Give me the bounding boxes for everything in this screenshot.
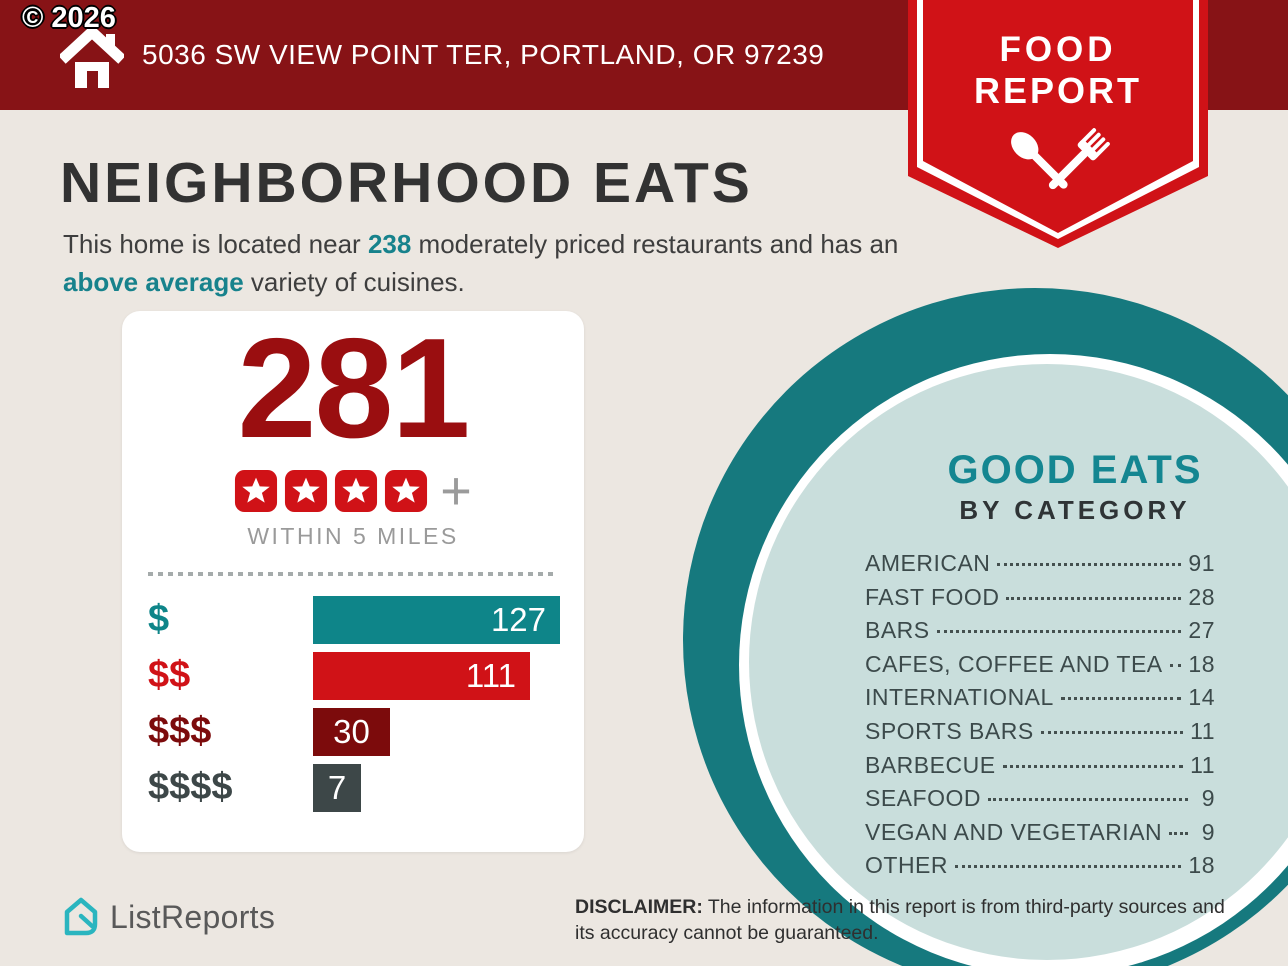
category-label: BARS bbox=[865, 617, 930, 644]
listreports-logo: ListReports bbox=[62, 896, 275, 938]
price-bar-row: $$$ 30 bbox=[148, 707, 584, 756]
category-label: SEAFOOD bbox=[865, 785, 981, 812]
good-eats-panel: GOOD EATS BY CATEGORY AMERICAN 91 FAST FO… bbox=[860, 448, 1288, 886]
bar-value: 30 bbox=[333, 712, 370, 750]
badge-title-line1: FOOD bbox=[999, 30, 1117, 69]
category-label: VEGAN AND VEGETARIAN bbox=[865, 818, 1163, 845]
property-address: 5036 SW VIEW POINT TER, PORTLAND, OR 972… bbox=[142, 39, 825, 70]
dot-leader bbox=[1006, 596, 1182, 600]
star-icon bbox=[235, 469, 278, 512]
restaurant-count: 281 bbox=[237, 309, 471, 468]
brand-name: ListReports bbox=[110, 898, 276, 935]
good-eats-circle-fill bbox=[749, 364, 1288, 960]
category-list: AMERICAN 91 FAST FOOD 28 BARS 27 CAFES, COF… bbox=[865, 550, 1215, 886]
category-value: 18 bbox=[1188, 650, 1215, 677]
bar-value: 127 bbox=[490, 600, 546, 638]
category-value: 14 bbox=[1188, 684, 1215, 711]
price-tier-label: $$$ bbox=[148, 710, 212, 753]
star-icon bbox=[385, 469, 428, 512]
category-value: 27 bbox=[1188, 617, 1215, 644]
bar-value: 111 bbox=[465, 656, 516, 694]
dot-leader bbox=[936, 630, 1182, 634]
category-value: 11 bbox=[1190, 717, 1215, 744]
category-row: BARBECUE 11 bbox=[865, 752, 1215, 786]
category-row: FAST FOOD 28 bbox=[865, 584, 1215, 618]
category-label: CAFES, COFFEE AND TEA bbox=[865, 650, 1163, 677]
price-bar-row: $ 127 bbox=[148, 595, 584, 644]
dot-leader bbox=[1169, 831, 1188, 835]
dot-leader bbox=[1169, 663, 1182, 667]
price-bar: 7 bbox=[313, 763, 361, 812]
category-row: VEGAN AND VEGETARIAN 9 bbox=[865, 819, 1215, 853]
dot-leader bbox=[955, 865, 1182, 869]
page-title: NEIGHBORHOOD EATS bbox=[60, 151, 753, 215]
spoon-and-fork-icon bbox=[1011, 128, 1110, 190]
star-icon bbox=[335, 469, 378, 512]
good-eats-title: GOOD EATS bbox=[947, 448, 1203, 492]
badge-title-line2: REPORT bbox=[973, 70, 1142, 111]
category-value: 11 bbox=[1190, 751, 1215, 778]
house-pin-icon bbox=[64, 897, 98, 936]
price-bar-row: $$$$ 7 bbox=[148, 763, 584, 812]
category-value: 9 bbox=[1201, 818, 1215, 845]
food-report-badge: FOOD REPORT bbox=[908, 0, 1208, 248]
copyright-text: © 2026 bbox=[22, 2, 116, 34]
price-bar: 111 bbox=[313, 651, 530, 700]
category-value: 28 bbox=[1188, 583, 1215, 610]
restaurant-stats-card: 281 + WITHIN 5 MILES $ 127 $$ 111 $$$ 30 bbox=[122, 311, 584, 852]
disclaimer-text: DISCLAIMER: The information in this repo… bbox=[575, 896, 1225, 944]
category-row: INTERNATIONAL 14 bbox=[865, 684, 1215, 718]
disclaimer-label: DISCLAIMER: bbox=[575, 896, 703, 918]
dot-leader bbox=[1060, 697, 1182, 701]
dot-leader bbox=[987, 798, 1188, 802]
category-row: BARS 27 bbox=[865, 617, 1215, 651]
radius-caption: WITHIN 5 MILES bbox=[247, 522, 459, 549]
home-icon bbox=[60, 24, 124, 88]
price-bar: 30 bbox=[313, 707, 390, 756]
price-tier-label: $$$$ bbox=[148, 766, 233, 809]
plus-sign: + bbox=[440, 460, 472, 521]
dot-leader bbox=[1002, 764, 1184, 768]
variety-highlight: above average bbox=[63, 266, 244, 297]
category-row: OTHER 18 bbox=[865, 852, 1215, 886]
dot-leader bbox=[1040, 730, 1184, 734]
dot-leader bbox=[997, 563, 1182, 566]
rating-stars: + bbox=[122, 460, 584, 521]
category-label: BARBECUE bbox=[865, 751, 996, 778]
category-label: OTHER bbox=[865, 852, 948, 879]
category-label: INTERNATIONAL bbox=[865, 684, 1054, 711]
intro-text: This home is located near 238 moderately… bbox=[63, 229, 899, 297]
restaurant-count-highlight: 238 bbox=[367, 229, 412, 259]
category-value: 91 bbox=[1188, 550, 1215, 576]
category-row: SEAFOOD 9 bbox=[865, 785, 1215, 819]
star-icon bbox=[285, 469, 328, 512]
good-eats-subtitle: BY CATEGORY bbox=[959, 495, 1191, 525]
category-label: SPORTS BARS bbox=[865, 717, 1034, 744]
category-row: AMERICAN 91 bbox=[865, 550, 1215, 584]
bar-value: 7 bbox=[327, 768, 347, 806]
price-bar-row: $$ 111 bbox=[148, 651, 584, 700]
category-row: SPORTS BARS 11 bbox=[865, 718, 1215, 752]
category-row: CAFES, COFFEE AND TEA 18 bbox=[865, 651, 1215, 685]
price-bar: 127 bbox=[313, 595, 560, 644]
price-tier-label: $ bbox=[148, 598, 170, 641]
category-value: 9 bbox=[1201, 785, 1215, 812]
dashed-divider bbox=[148, 571, 558, 576]
price-tier-label: $$ bbox=[148, 654, 191, 697]
category-label: FAST FOOD bbox=[865, 583, 1000, 610]
category-label: AMERICAN bbox=[865, 550, 991, 576]
category-value: 18 bbox=[1188, 852, 1215, 879]
price-tier-bar-chart: $ 127 $$ 111 $$$ 30 $$$$ 7 bbox=[148, 595, 584, 812]
